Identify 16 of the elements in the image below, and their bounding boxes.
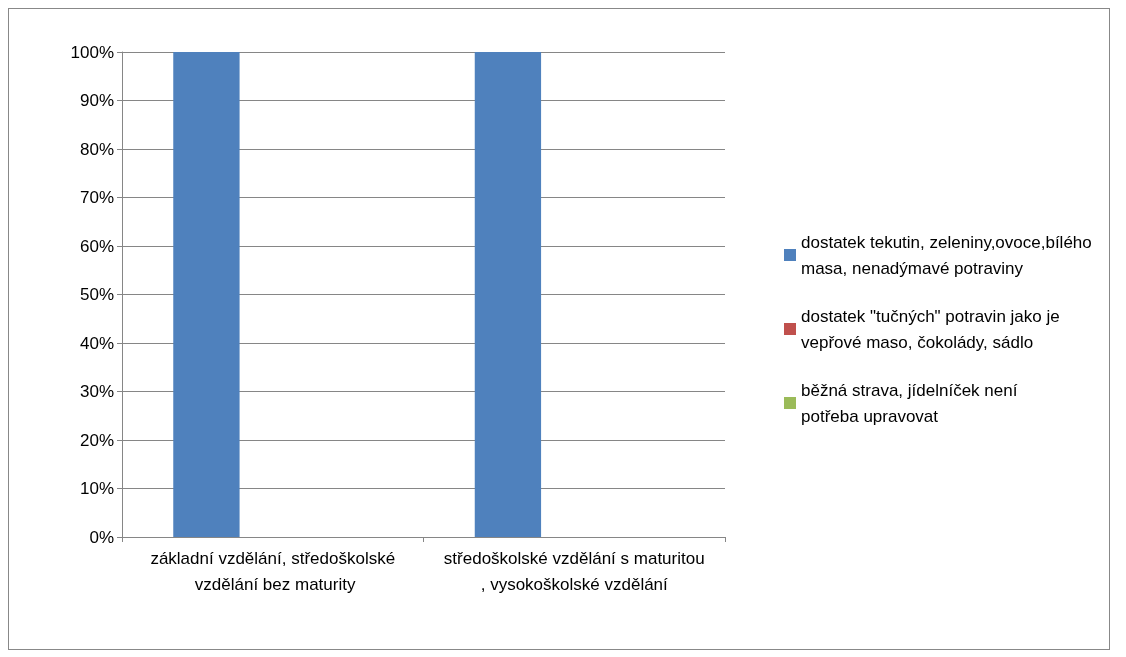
y-tick-label: 0% — [89, 527, 114, 547]
y-tick-label: 80% — [79, 139, 114, 159]
y-tick-label: 30% — [79, 382, 114, 401]
y-tick-label: 50% — [79, 285, 114, 304]
y-tick-label: 60% — [79, 236, 114, 256]
x-tick-label: základní vzdělání, středoškolské vzdělání bez maturity — [150, 548, 396, 594]
legend-label: běžná strava, jídelníček není potřeba upravovat — [801, 380, 1023, 426]
legend-label: dostatek "tučných" potravin jako je vepřové maso, čokolády, sádlo — [801, 306, 1065, 352]
y-tick-label: 90% — [79, 91, 114, 110]
y-tick-label: 20% — [79, 430, 114, 450]
y-tick-label: 100% — [70, 42, 114, 62]
y-tick-label: 70% — [79, 188, 114, 207]
x-tick-label: středoškolské vzdělání s maturitou, vysokoškolské vzdělání — [443, 548, 705, 594]
y-tick-label: 10% — [79, 479, 114, 498]
legend-label: dostatek tekutin, zeleniny,ovoce,bílého masa, nenadýmavé potraviny — [801, 232, 1097, 278]
y-tick-label: 40% — [79, 333, 114, 353]
